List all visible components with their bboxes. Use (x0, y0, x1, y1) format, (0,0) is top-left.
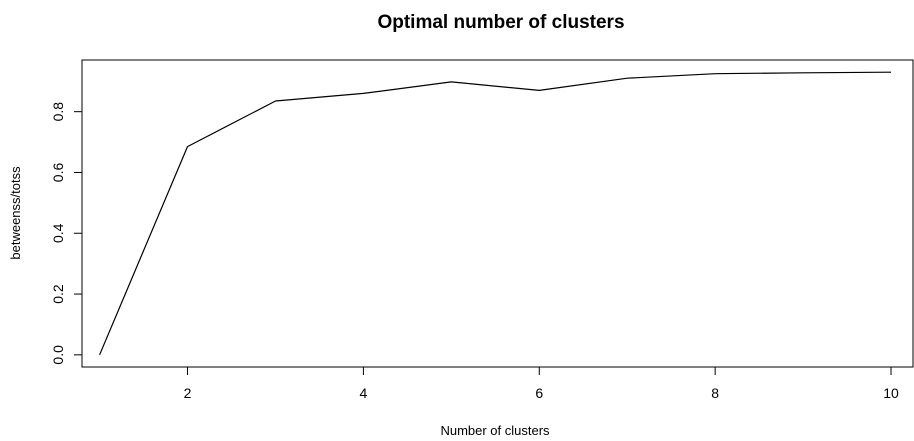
plot-frame (81, 59, 914, 368)
series-line (99, 71, 892, 356)
x-axis-label: Number of clusters (440, 423, 550, 438)
y-tick-label: 0.6 (50, 163, 66, 183)
y-axis: 0.0 0.2 0.4 0.6 0.8 (50, 102, 82, 365)
y-axis-label: betweenss/totss (8, 166, 23, 260)
y-tick-label: 0.4 (50, 223, 66, 243)
x-tick-label: 2 (184, 385, 192, 401)
x-tick-label: 10 (883, 385, 899, 401)
y-tick-label: 0.8 (50, 102, 66, 122)
x-tick-label: 8 (711, 385, 719, 401)
y-tick-label: 0.0 (50, 345, 66, 365)
x-axis: 2 4 6 8 10 (184, 367, 899, 401)
chart-title: Optimal number of clusters (377, 12, 624, 33)
y-tick-label: 0.2 (50, 284, 66, 304)
x-tick-label: 4 (359, 385, 367, 401)
x-tick-label: 6 (535, 385, 543, 401)
